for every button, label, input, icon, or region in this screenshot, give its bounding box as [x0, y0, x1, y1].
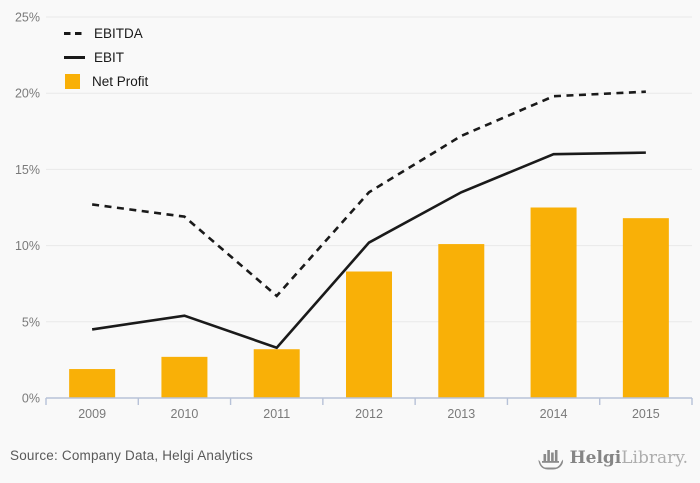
net-profit-swatch-icon [65, 74, 80, 89]
logo-text-helgi: Helgi [569, 448, 622, 468]
svg-text:2011: 2011 [263, 407, 290, 421]
legend-item-ebit: EBIT [64, 48, 148, 67]
svg-text:2013: 2013 [447, 407, 475, 421]
svg-text:25%: 25% [15, 11, 40, 25]
legend-label-net-profit: Net Profit [92, 74, 149, 89]
ebitda-dashed-line-icon [64, 32, 85, 35]
chart-footer: Source: Company Data, Helgi Analytics He… [0, 432, 700, 483]
svg-text:2009: 2009 [78, 407, 106, 421]
legend-item-ebitda: EBITDA [64, 24, 148, 43]
chart-legend: EBITDA EBIT Net Profit [64, 24, 148, 91]
svg-text:2010: 2010 [171, 407, 199, 421]
svg-text:0%: 0% [22, 392, 40, 406]
legend-label-ebit: EBIT [94, 50, 125, 65]
profitability-chart: 0% 5% 10% 15% 20% 25% 2009 2010 2011 2012 2013 2014… [15, 11, 693, 421]
helgi-library-logo: Helgi Library. [538, 445, 688, 471]
legend-item-net-profit: Net Profit [64, 72, 148, 91]
chart-canvas: 0% 5% 10% 15% 20% 25% 2009 2010 2011 2012 2013 2014… [15, 11, 693, 421]
source-note: Source: Company Data, Helgi Analytics [10, 448, 254, 463]
legend-label-ebitda: EBITDA [94, 26, 143, 41]
helgi-ship-icon [538, 450, 563, 470]
svg-text:2015: 2015 [632, 407, 660, 421]
svg-text:10%: 10% [15, 239, 40, 253]
svg-text:2014: 2014 [540, 407, 568, 421]
svg-text:5%: 5% [22, 315, 40, 329]
logo-text-library: Library. [621, 448, 688, 468]
svg-text:15%: 15% [15, 163, 40, 177]
svg-text:20%: 20% [15, 87, 40, 101]
svg-text:2012: 2012 [355, 407, 383, 421]
ebit-solid-line-icon [64, 56, 85, 59]
